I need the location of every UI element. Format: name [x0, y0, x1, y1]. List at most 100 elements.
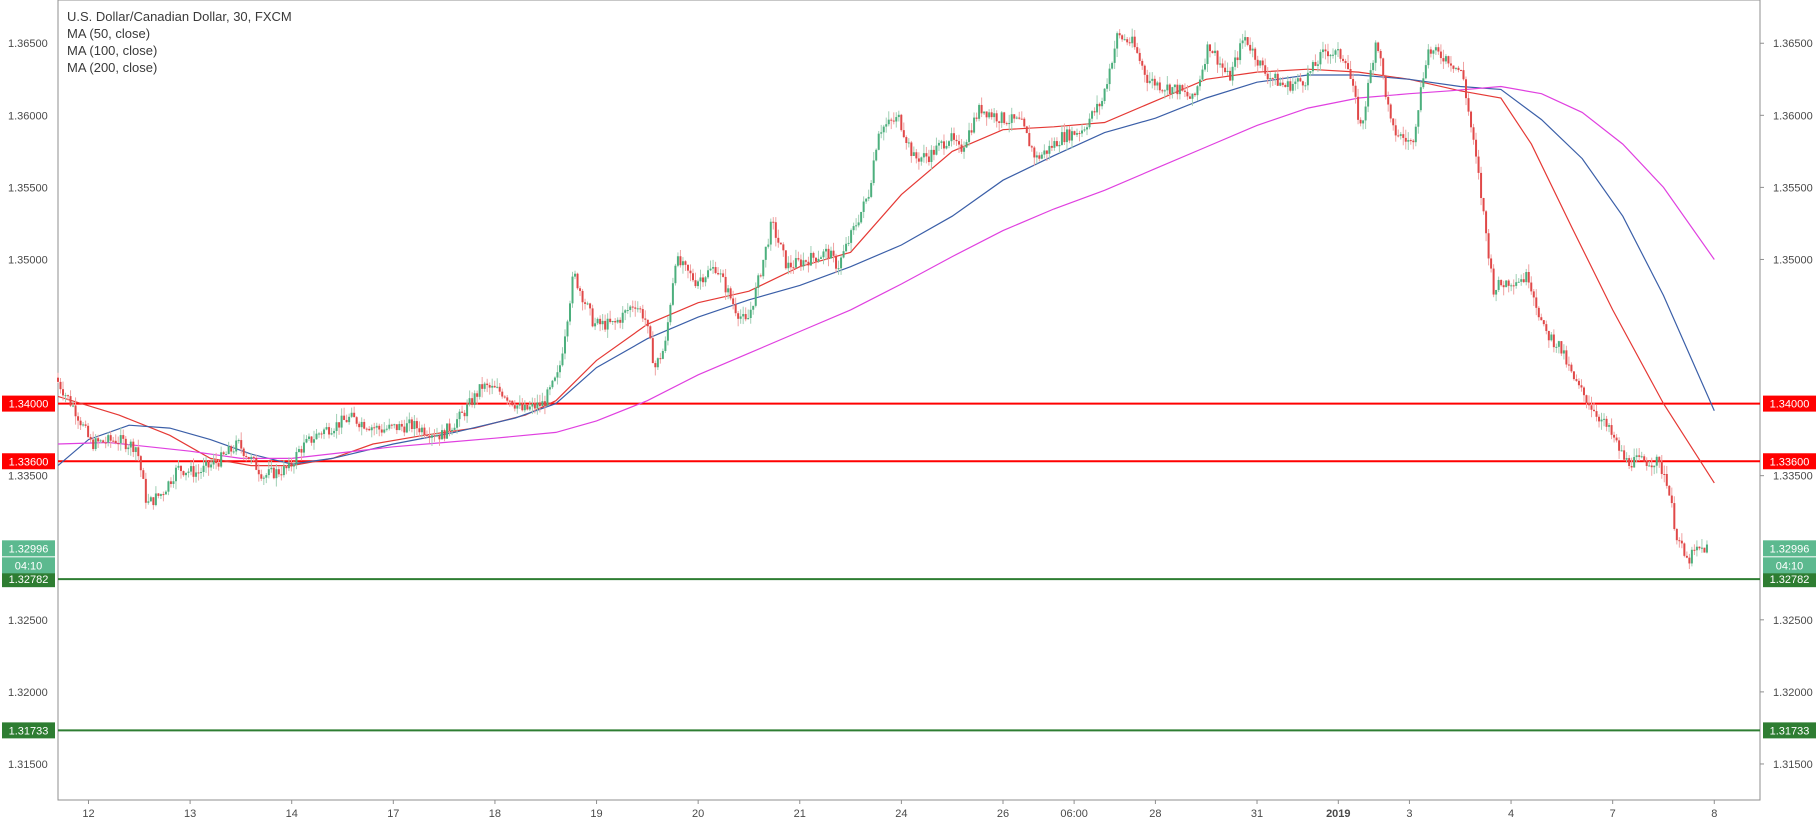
candle	[333, 428, 336, 437]
candle	[501, 388, 504, 399]
candle	[237, 438, 240, 444]
candle-body	[1078, 133, 1081, 135]
candle-body	[1595, 411, 1598, 417]
legend-item-ma50[interactable]: MA (50, close)	[67, 26, 151, 41]
candle-body	[1214, 50, 1217, 54]
candle	[734, 297, 737, 317]
candle-body	[1628, 458, 1631, 466]
candle-body	[611, 321, 614, 323]
candle	[1497, 276, 1500, 293]
candle	[998, 120, 1001, 131]
candle-body	[1658, 456, 1661, 463]
candle	[242, 447, 245, 461]
candle	[1557, 340, 1560, 354]
candle	[661, 348, 664, 360]
candle-body	[935, 145, 938, 155]
candle-body	[1680, 540, 1683, 544]
candle	[488, 382, 491, 395]
candle-body	[1384, 75, 1387, 98]
candle	[958, 134, 961, 154]
candle-body	[1663, 473, 1666, 475]
candle	[1439, 44, 1442, 65]
candle-body	[516, 405, 519, 409]
candle	[1352, 73, 1355, 93]
candle	[232, 445, 235, 455]
candle	[72, 401, 75, 408]
candle-body	[350, 412, 353, 417]
candle	[1148, 72, 1151, 85]
candle-body	[64, 395, 67, 397]
candle-body	[1457, 67, 1460, 71]
candle	[729, 286, 732, 301]
candle-body	[1259, 60, 1262, 66]
candle	[541, 392, 544, 407]
candle	[890, 117, 893, 130]
candle-body	[1429, 49, 1432, 54]
candle	[1108, 63, 1111, 92]
legend-item-ma100[interactable]: MA (100, close)	[67, 43, 158, 58]
candle	[1186, 84, 1189, 101]
candle-body	[983, 111, 986, 114]
candle	[1151, 72, 1154, 89]
x-tick-label: 19	[590, 808, 602, 820]
candle-body	[1590, 405, 1593, 410]
candle	[604, 314, 607, 332]
candle	[262, 475, 265, 486]
candle-body	[1326, 51, 1329, 57]
candle-body	[1593, 409, 1596, 412]
candle-body	[265, 475, 268, 478]
candle-body	[1161, 90, 1164, 92]
candle	[277, 466, 280, 478]
candle-body	[1269, 78, 1272, 80]
candle	[1643, 454, 1646, 462]
y-tick-label-right: 1.33500	[1773, 471, 1813, 483]
candle-body	[631, 306, 634, 308]
legend-item-ma200[interactable]: MA (200, close)	[67, 60, 158, 75]
candle-body	[1527, 272, 1530, 283]
candle-body	[1432, 50, 1435, 54]
candle-body	[79, 420, 82, 426]
level-tag-right-2: 1.32782	[1763, 571, 1816, 588]
candle-body	[433, 435, 436, 437]
candle-body	[1465, 79, 1468, 99]
candle-body	[1118, 33, 1121, 36]
candle	[1482, 197, 1485, 215]
candle-body	[1610, 425, 1613, 435]
candle	[1025, 125, 1028, 134]
candle	[757, 273, 760, 296]
candle-body	[842, 251, 845, 258]
candle-body	[1427, 49, 1430, 66]
price-tags: 1.34000 1.34000 1.33600 1.33600 1.32782 1.327…	[2, 395, 1816, 739]
candle-body	[443, 430, 446, 439]
y-tick-label-left: 1.33500	[8, 471, 48, 483]
candle-body	[403, 426, 406, 433]
candle-body	[59, 381, 62, 390]
candle	[179, 465, 182, 479]
candle-body	[1334, 50, 1337, 55]
candle	[1231, 61, 1234, 86]
level-tag-right-1-bg	[1763, 453, 1816, 470]
candle-body	[1331, 54, 1334, 56]
candle	[1648, 460, 1651, 467]
y-tick-label-right: 1.32000	[1773, 687, 1813, 699]
candle-body	[1555, 346, 1558, 348]
candle	[870, 180, 873, 199]
candle	[1449, 56, 1452, 72]
candle-body	[561, 353, 564, 366]
candle	[686, 264, 689, 279]
candle-body	[1640, 456, 1643, 458]
candle	[1690, 546, 1693, 567]
candle	[174, 464, 177, 490]
candle-body	[395, 424, 398, 431]
candle	[415, 417, 418, 436]
candle-body	[1301, 81, 1304, 86]
candle-body	[1505, 280, 1508, 288]
candle-body	[749, 309, 752, 319]
candle-body	[255, 457, 258, 470]
candle-body	[1023, 118, 1026, 127]
candle-body	[835, 255, 838, 269]
candle-body	[922, 153, 925, 158]
candle	[689, 264, 692, 282]
candle	[812, 251, 815, 263]
